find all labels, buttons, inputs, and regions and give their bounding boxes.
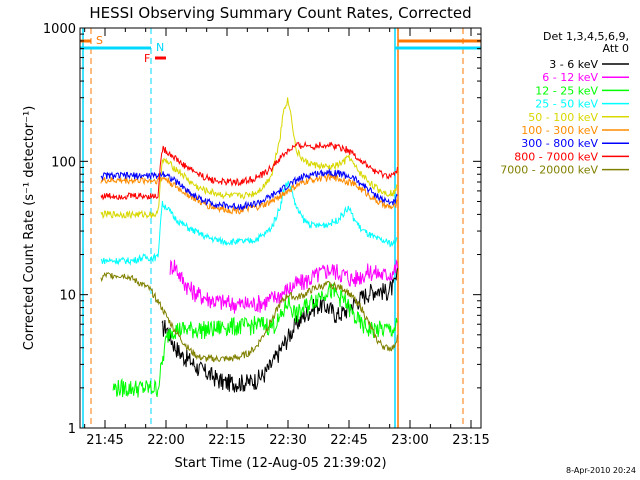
y-axis-label: Corrected Count Rate (s⁻¹ detector⁻¹) — [22, 106, 37, 351]
timestamp: 8-Apr-2010 20:24 — [566, 466, 636, 475]
legend-label-7: 800 - 7000 keV — [514, 150, 598, 163]
y-tick-label-1: 10 — [59, 289, 76, 304]
legend-label-8: 7000 - 20000 keV — [500, 164, 598, 177]
legend-title-line2: Att 0 — [603, 42, 629, 55]
series-line-6 — [100, 167, 398, 212]
x-axis-label: Start Time (12-Aug-05 21:39:02) — [174, 456, 386, 471]
series-line-8 — [100, 272, 398, 363]
chart-title: HESSI Observing Summary Count Rates, Cor… — [89, 4, 471, 22]
flag-label-n: N — [156, 41, 164, 54]
x-tick-label-3: 22:30 — [269, 433, 306, 448]
legend-label-4: 50 - 100 keV — [528, 111, 598, 124]
x-tick-label-1: 22:00 — [147, 433, 184, 448]
x-tick-label-6: 23:15 — [452, 433, 489, 448]
series-line-0 — [161, 267, 399, 393]
legend-label-3: 25 - 50 keV — [535, 98, 598, 111]
series-line-2 — [112, 282, 398, 398]
legend-label-0: 3 - 6 keV — [549, 58, 598, 71]
y-tick-label-0: 1 — [68, 422, 76, 437]
plot-frame — [79, 27, 482, 429]
x-tick-label-2: 22:15 — [208, 433, 245, 448]
series-line-4 — [100, 97, 398, 220]
legend-label-2: 12 - 25 keV — [535, 84, 598, 97]
legend-label-5: 100 - 300 keV — [521, 124, 598, 137]
legend-label-1: 6 - 12 keV — [542, 71, 598, 84]
legend-label-6: 300 - 800 keV — [521, 137, 598, 150]
x-tick-label-4: 22:45 — [330, 433, 367, 448]
x-tick-label-5: 23:00 — [391, 433, 428, 448]
flag-label-f: F — [144, 52, 150, 65]
y-tick-label-3: 1000 — [43, 22, 76, 37]
series-line-3 — [100, 180, 398, 266]
legend-title-line1: Det 1,3,4,5,6,9, — [543, 30, 629, 43]
x-tick-label-0: 21:45 — [86, 433, 123, 448]
series-line-7 — [100, 140, 398, 201]
flag-label-s: S — [96, 34, 103, 47]
series-line-1 — [169, 259, 399, 314]
y-tick-label-2: 100 — [51, 155, 76, 170]
